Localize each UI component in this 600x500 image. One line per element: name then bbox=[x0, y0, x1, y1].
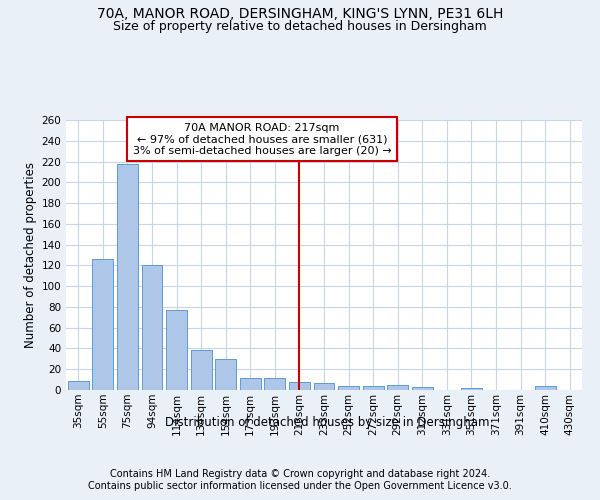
Bar bbox=[265, 378, 286, 390]
Bar bbox=[142, 266, 163, 390]
Bar bbox=[535, 386, 556, 390]
Bar bbox=[338, 386, 359, 390]
Bar bbox=[387, 385, 408, 390]
Text: 70A MANOR ROAD: 217sqm
← 97% of detached houses are smaller (631)
3% of semi-det: 70A MANOR ROAD: 217sqm ← 97% of detached… bbox=[133, 122, 391, 156]
Text: Size of property relative to detached houses in Dersingham: Size of property relative to detached ho… bbox=[113, 20, 487, 33]
Bar bbox=[289, 382, 310, 390]
Text: Distribution of detached houses by size in Dersingham: Distribution of detached houses by size … bbox=[165, 416, 489, 429]
Bar bbox=[362, 386, 383, 390]
Bar bbox=[68, 380, 89, 390]
Bar bbox=[191, 350, 212, 390]
Text: 70A, MANOR ROAD, DERSINGHAM, KING'S LYNN, PE31 6LH: 70A, MANOR ROAD, DERSINGHAM, KING'S LYNN… bbox=[97, 8, 503, 22]
Text: Contains public sector information licensed under the Open Government Licence v3: Contains public sector information licen… bbox=[88, 481, 512, 491]
Y-axis label: Number of detached properties: Number of detached properties bbox=[24, 162, 37, 348]
Bar bbox=[314, 382, 334, 390]
Text: Contains HM Land Registry data © Crown copyright and database right 2024.: Contains HM Land Registry data © Crown c… bbox=[110, 469, 490, 479]
Bar bbox=[461, 388, 482, 390]
Bar bbox=[240, 378, 261, 390]
Bar bbox=[412, 387, 433, 390]
Bar bbox=[92, 259, 113, 390]
Bar bbox=[166, 310, 187, 390]
Bar bbox=[117, 164, 138, 390]
Bar bbox=[215, 359, 236, 390]
